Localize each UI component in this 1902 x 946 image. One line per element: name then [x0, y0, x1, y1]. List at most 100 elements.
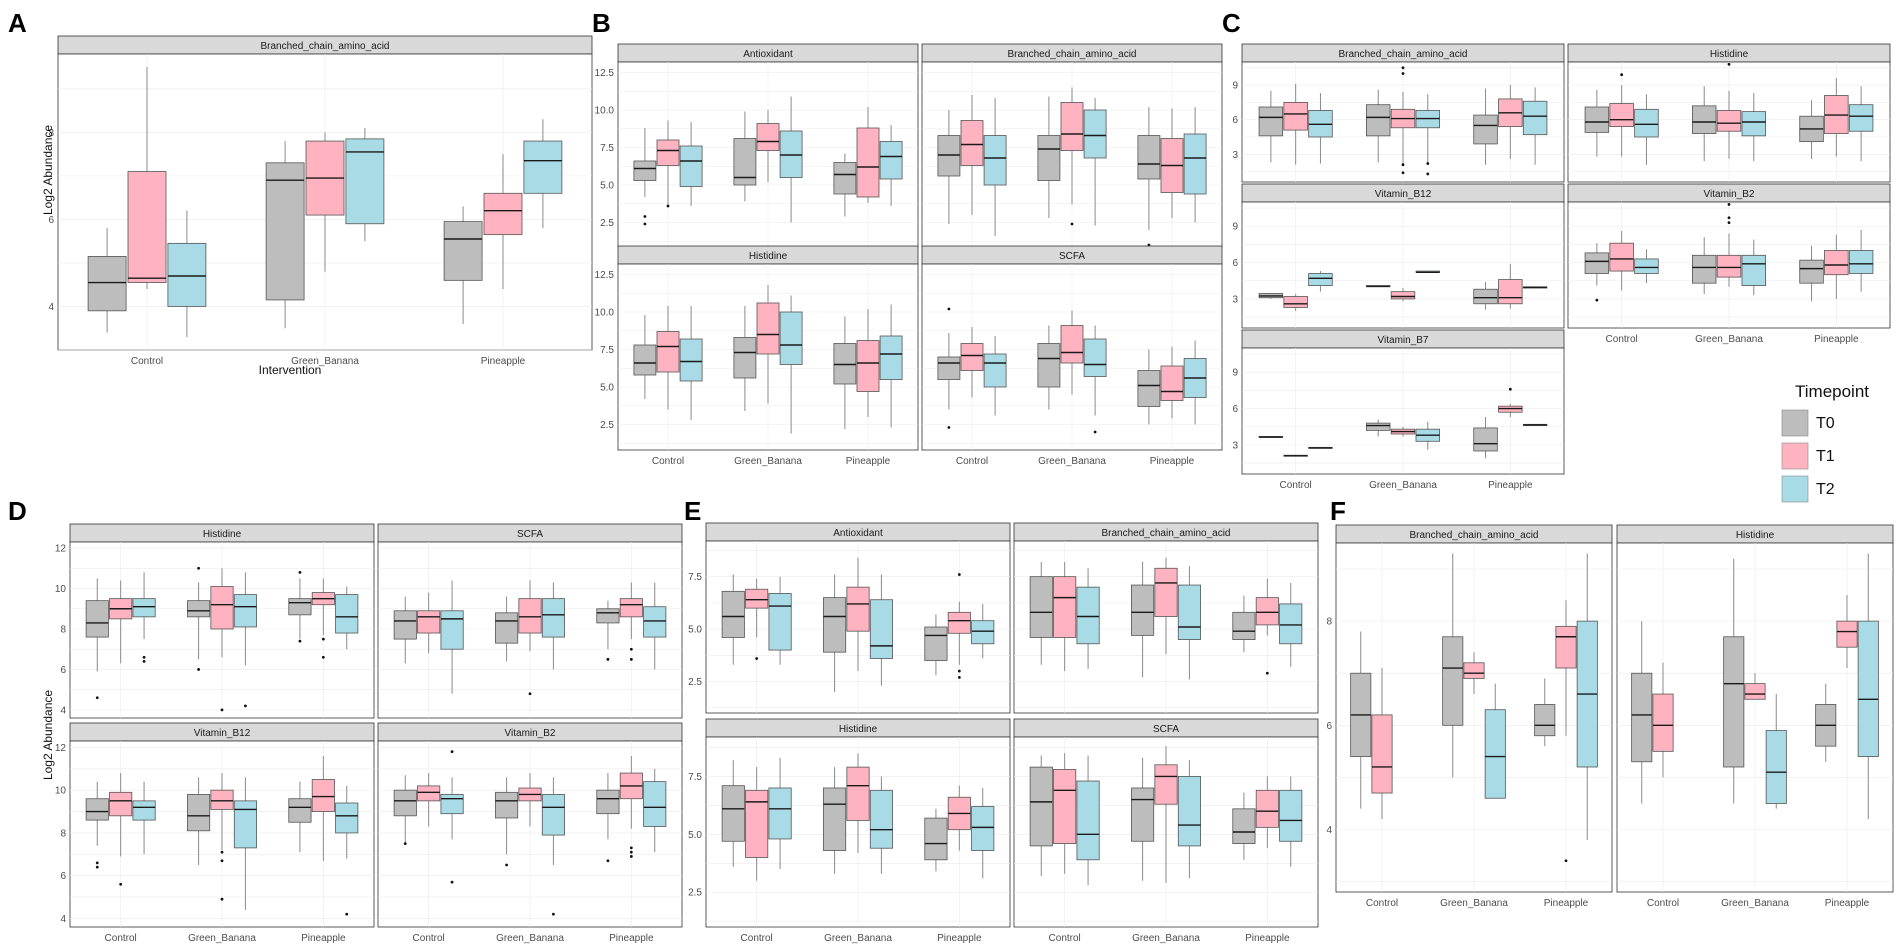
facet: Branched_chain_amino_acid: [921, 43, 1223, 249]
box-control-t1: [1609, 85, 1634, 157]
box-body: [745, 789, 769, 858]
box-control-t0: [937, 110, 961, 224]
box-green_banana-t1: [1154, 746, 1178, 883]
box-body: [1741, 254, 1767, 286]
outlier-point: [755, 657, 759, 660]
x-tick-label: Pineapple: [1825, 898, 1870, 909]
box-green_banana-t2: [233, 572, 257, 666]
box-body: [1691, 105, 1717, 134]
box-control-t1: [109, 580, 133, 664]
box-body: [1083, 338, 1107, 377]
box-control-t1: [960, 327, 984, 398]
facet: Antioxidant 2.5 5.0 7.5: [688, 522, 1011, 714]
outlier-point: [505, 863, 508, 867]
facet: Histidine: [1567, 43, 1891, 183]
x-tick-label: Green_Banana: [1132, 933, 1200, 944]
x-tick-label: Green_Banana: [1440, 898, 1508, 909]
box-pineapple-t1: [311, 755, 335, 861]
facet-title: SCFA: [517, 529, 543, 540]
outlier-point: [666, 204, 670, 208]
box-body: [1824, 250, 1849, 276]
box-pineapple-t1: [1824, 78, 1849, 157]
y-tick-label: 9: [1232, 368, 1238, 379]
box-green_banana-t2: [1765, 694, 1787, 809]
outlier-point: [643, 215, 647, 218]
box-body: [656, 331, 680, 373]
box-control-t0: [633, 128, 657, 197]
panel-f: F Branched_chain_amino_acid 4 6 8 Control Gree…: [1326, 496, 1894, 909]
outlier-point: [629, 647, 633, 651]
box-green_banana-t1: [1716, 90, 1742, 159]
box-green_banana-t0: [1037, 325, 1061, 410]
box-body: [856, 127, 880, 198]
box-body: [132, 598, 156, 618]
facet: Histidine 2.5 5.0 7.5 10.0 12.5 Control Green_B…: [595, 245, 919, 467]
box-body: [1799, 259, 1824, 284]
box-body: [1634, 258, 1659, 274]
box-green_banana-t2: [1177, 760, 1201, 879]
box-control-t0: [1350, 631, 1372, 809]
box-green_banana-t1: [1154, 557, 1178, 655]
box-body: [869, 599, 893, 659]
box-body: [1609, 242, 1634, 272]
box-body: [1716, 110, 1742, 132]
box-green_banana-t1: [1390, 426, 1416, 437]
facet-title: Antioxidant: [743, 49, 793, 60]
box-green_banana-t2: [1484, 683, 1506, 799]
box-green_banana-t0: [495, 777, 519, 855]
x-tick-label: Green_Banana: [291, 356, 359, 367]
box-body: [541, 598, 565, 638]
box-body: [1716, 254, 1742, 278]
box-green_banana-t1: [1463, 652, 1485, 695]
panel-b: B Antioxidant 2.5 5.0 7.5 10.0 12.5 Branched_ch…: [592, 8, 1223, 467]
box-pineapple-t1: [1836, 595, 1858, 669]
box-control-t2: [167, 210, 207, 337]
box-control-t1: [1283, 294, 1308, 312]
box-control-t1: [656, 306, 680, 410]
box-body: [924, 626, 948, 661]
box-green_banana-t1: [210, 568, 234, 658]
facet-title: Vitamin_B2: [1704, 189, 1755, 200]
box-body: [596, 789, 620, 815]
y-tick-label: 12.5: [595, 270, 615, 281]
box-body: [1279, 603, 1303, 645]
legend-label: T1: [1816, 448, 1835, 465]
box-body: [87, 256, 127, 312]
box-body: [1308, 273, 1333, 286]
box-pineapple-t1: [1255, 776, 1279, 849]
box-body: [1741, 111, 1767, 137]
box-control-t2: [1076, 568, 1100, 669]
outlier-point: [643, 222, 647, 226]
box-green_banana-t1: [1716, 233, 1742, 287]
box-pineapple-t0: [924, 614, 948, 676]
box-body: [495, 791, 519, 819]
y-tick-label: 9: [1232, 81, 1238, 92]
box-body: [1177, 775, 1201, 847]
box-control-t0: [1029, 755, 1053, 877]
box-pineapple-t2: [1576, 553, 1598, 840]
x-tick-label: Pineapple: [1544, 898, 1589, 909]
outlier-point: [1508, 387, 1512, 391]
box-control-t0: [1029, 561, 1053, 665]
outlier-point: [220, 850, 224, 854]
box-green_banana-t2: [1415, 421, 1441, 450]
facet: Vitamin_B12 3 6 9: [1232, 183, 1565, 329]
x-tick-label: Green_Banana: [1695, 334, 1763, 345]
box-body: [756, 123, 780, 151]
outlier-point: [1426, 162, 1430, 165]
box-green_banana-t0: [1691, 237, 1717, 295]
box-pineapple-t1: [856, 309, 880, 417]
legend-title: Timepoint: [1795, 382, 1869, 401]
box-body: [233, 594, 257, 628]
x-tick-label: Green_Banana: [824, 933, 892, 944]
box-pineapple-t2: [523, 119, 563, 229]
box-pineapple-t0: [1232, 595, 1256, 653]
outlier-point: [528, 692, 532, 696]
outlier-point: [1595, 298, 1599, 302]
outlier-point: [1620, 73, 1624, 77]
box-pineapple-t1: [947, 601, 971, 665]
box-body: [1634, 108, 1659, 138]
facet-title: Branched_chain_amino_acid: [1008, 49, 1137, 60]
x-tick-label: Control: [956, 456, 988, 467]
